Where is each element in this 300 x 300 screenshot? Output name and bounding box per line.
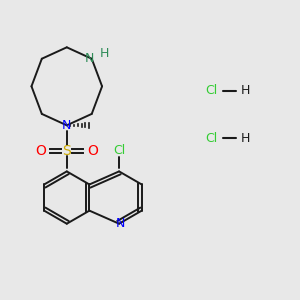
Text: O: O bbox=[88, 144, 98, 158]
Text: N: N bbox=[116, 217, 125, 230]
Text: H: H bbox=[240, 84, 250, 97]
Text: H: H bbox=[100, 47, 109, 60]
Text: N: N bbox=[85, 52, 94, 65]
Text: Cl: Cl bbox=[205, 84, 217, 97]
Text: Cl: Cl bbox=[205, 132, 217, 145]
Text: S: S bbox=[62, 144, 71, 158]
Text: O: O bbox=[35, 144, 46, 158]
Text: N: N bbox=[62, 119, 71, 132]
Text: H: H bbox=[240, 132, 250, 145]
Text: Cl: Cl bbox=[113, 143, 125, 157]
